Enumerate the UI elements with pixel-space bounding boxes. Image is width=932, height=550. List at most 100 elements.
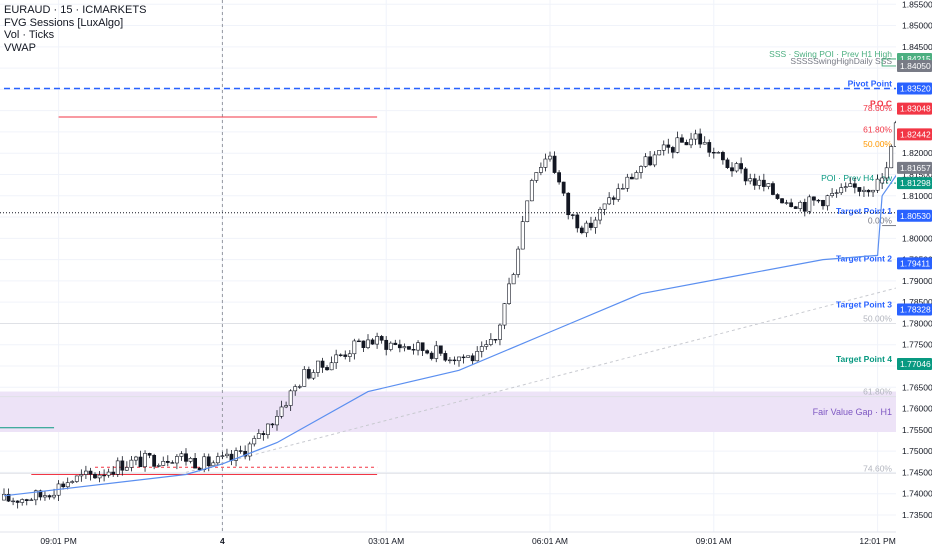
candle-body [11, 500, 16, 503]
candle-body [461, 356, 466, 359]
candle-body [384, 339, 389, 350]
candle-body [802, 201, 807, 212]
candle-body [748, 178, 753, 182]
levels [0, 58, 932, 474]
candle-body [329, 362, 334, 371]
candle-body [775, 194, 780, 199]
candle-body [347, 353, 352, 357]
candle-body [479, 346, 484, 352]
price-badge [897, 358, 932, 371]
candle-body [634, 172, 639, 180]
level-label: 74.60% [863, 463, 892, 473]
price-tick-label: 1.85000 [902, 21, 932, 31]
candle-body [584, 222, 589, 234]
price-tick-label: 1.77500 [902, 340, 932, 350]
price-badge-label: 1.82442 [900, 129, 931, 139]
candle-body [552, 155, 557, 173]
price-badge [897, 102, 932, 115]
candle-body [206, 456, 211, 467]
candle-body [320, 360, 325, 368]
price-badge-label: 1.80530 [900, 211, 931, 221]
candle-body [534, 172, 539, 181]
candle-body [38, 490, 43, 498]
candle-body [297, 386, 302, 388]
candle-body [293, 386, 298, 392]
symbol-title: EURAUD · 15 · ICMARKETS [4, 4, 147, 16]
candle-body [425, 350, 430, 354]
price-tick-label: 1.73500 [902, 510, 932, 520]
candle-body [184, 453, 188, 462]
time-tick-label: 09:01 AM [696, 536, 732, 546]
level-label: 50.00% [863, 139, 892, 149]
level-label: Target Point 2 [836, 253, 892, 263]
candle-body [561, 181, 566, 194]
candle-body [247, 443, 252, 457]
candle-body [170, 462, 175, 464]
candle-body [161, 461, 166, 466]
price-tick-label: 1.79000 [902, 276, 932, 286]
candle-body [33, 490, 38, 501]
level-label: 78.60% [863, 103, 892, 113]
level-label: SSSSSwingHighDaily SSS [790, 56, 892, 66]
level-label: SSS · Swing POI · Prev H1 High [769, 49, 892, 59]
candle-body [488, 339, 493, 345]
candle-body [93, 473, 97, 479]
candle-body [598, 208, 602, 221]
price-badge-label: 1.83520 [900, 84, 931, 94]
candle-body [848, 183, 853, 187]
candle-body [498, 324, 502, 340]
candle-body [843, 186, 848, 188]
vwap-line-day1[interactable] [3, 195, 883, 497]
candle-body [716, 152, 721, 154]
candle-body [74, 475, 79, 482]
candle-body [575, 214, 580, 229]
candle-body [211, 462, 216, 467]
candle-body [343, 354, 348, 357]
candle-body [730, 167, 734, 172]
candle-body [793, 206, 798, 209]
candle-body [693, 133, 698, 140]
candle-body [680, 137, 684, 143]
candle-body [193, 458, 198, 469]
candle-body [302, 369, 307, 387]
candle-body [416, 342, 420, 351]
candle-body [725, 159, 730, 168]
candle-body [215, 456, 220, 464]
candle-body [543, 158, 548, 168]
candle-body [225, 453, 229, 457]
candle-body [124, 467, 129, 471]
fair-value-gap-zone[interactable] [0, 391, 896, 432]
candle-body [475, 351, 480, 362]
price-badge-label: 1.81657 [900, 163, 931, 173]
candle-body [457, 356, 461, 362]
candle-body [443, 353, 448, 361]
candle-body [520, 221, 525, 250]
candle-body [434, 345, 439, 359]
indicator-volume[interactable]: Vol · Ticks [4, 29, 55, 41]
candle-body [429, 352, 434, 359]
candle-body [6, 493, 11, 502]
candle-body [857, 187, 862, 192]
candle-body [407, 346, 411, 350]
candle-body [311, 372, 316, 379]
candle-body [807, 196, 812, 212]
candle-body [470, 355, 475, 362]
candle-body [452, 359, 457, 362]
time-axis[interactable] [0, 531, 896, 550]
candle-body [711, 152, 716, 154]
candle-body [52, 494, 56, 498]
fvg-label: Fair Value Gap · H1 [813, 407, 892, 417]
candle-body [366, 339, 370, 348]
indicator-vwap[interactable]: VWAP [4, 41, 36, 54]
price-badge [897, 161, 932, 174]
candle-body [397, 344, 402, 349]
swing-poi-box[interactable] [881, 58, 932, 67]
candle-body [234, 450, 238, 461]
candle-body [420, 342, 425, 351]
price-badge [897, 82, 932, 95]
price-badge-label: 1.77046 [900, 359, 931, 369]
indicator-fvg-sessions[interactable]: FVG Sessions [LuxAlgo] [4, 16, 124, 29]
candle-body [447, 359, 452, 362]
candle-body [502, 303, 507, 326]
